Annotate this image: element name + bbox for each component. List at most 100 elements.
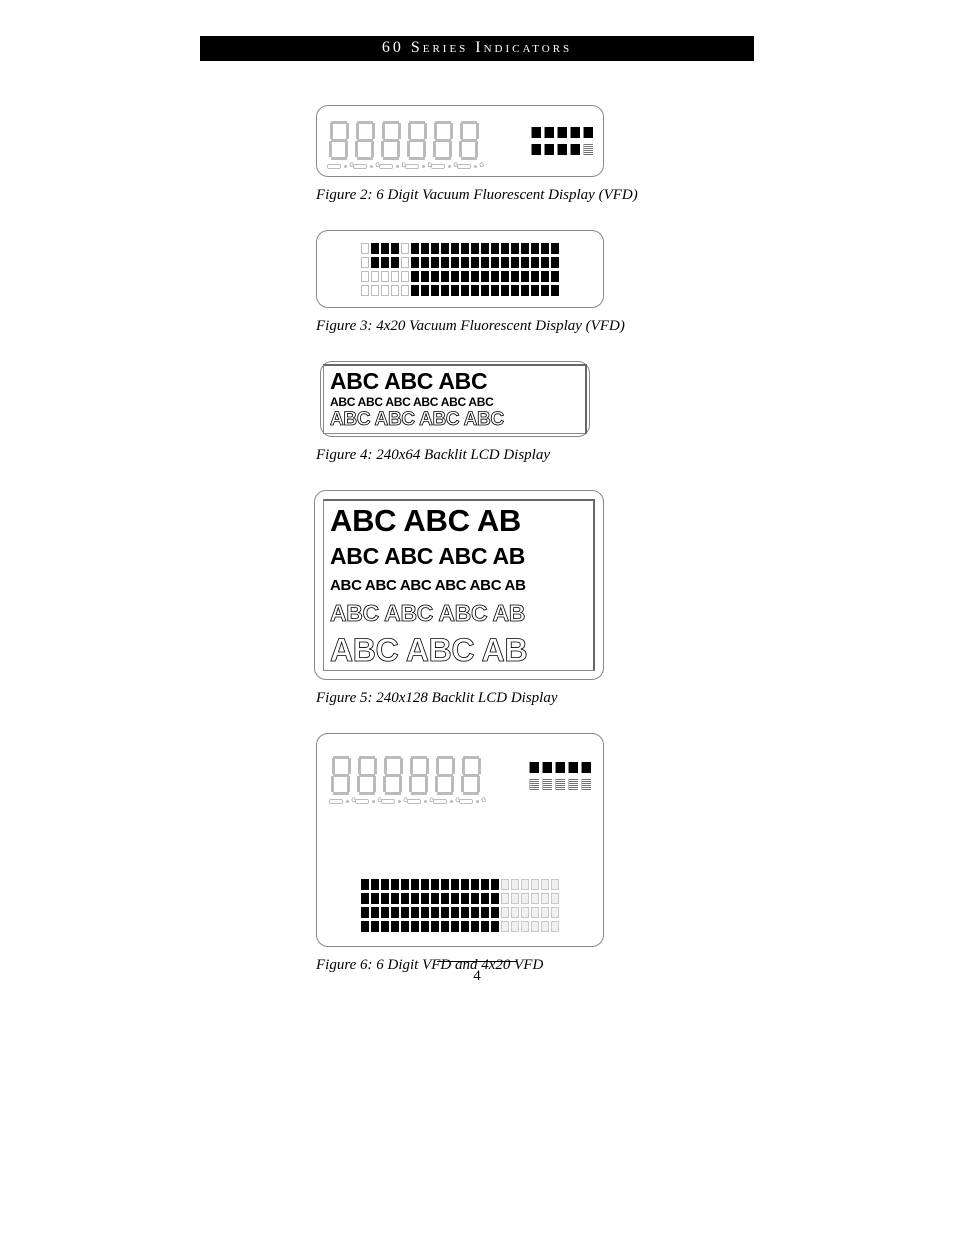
figure-5: ABC ABC ABABC ABC ABC ABABC ABC ABC ABC … — [200, 490, 754, 707]
char-cell — [461, 271, 469, 282]
char-cell — [371, 907, 379, 918]
figure-2: GGDDGG Figure 2: 6 Digit Vacuum Fluoresc… — [200, 105, 754, 204]
annunciator-icon — [582, 779, 591, 790]
char-cell — [371, 285, 379, 296]
char-row — [361, 921, 559, 932]
figure-5-frame: ABC ABC ABABC ABC ABC ABABC ABC ABC ABC … — [314, 490, 604, 680]
annunciator-icon — [543, 779, 552, 790]
char-cell — [451, 907, 459, 918]
vfd-6digit-digits: GGDDGG — [327, 121, 479, 161]
char-cell — [441, 879, 449, 890]
char-cell — [411, 271, 419, 282]
annunciator-icon — [532, 127, 541, 138]
char-cell — [401, 921, 409, 932]
char-cell — [471, 879, 479, 890]
annunciator-icon — [530, 762, 539, 773]
char-cell — [421, 285, 429, 296]
char-cell — [481, 257, 489, 268]
header-text: 60 Series Indicators — [382, 39, 572, 56]
char-cell — [501, 285, 509, 296]
annunciator-row — [532, 127, 593, 138]
char-cell — [451, 285, 459, 296]
header-bar: 60 Series Indicators — [200, 36, 754, 61]
char-cell — [511, 257, 519, 268]
char-cell — [401, 271, 409, 282]
figure-6: GGGGGG Figure 6: 6 Digit VFD and 4x20 VF… — [200, 733, 754, 974]
annunciator-icon — [556, 762, 565, 773]
char-cell — [481, 243, 489, 254]
lcd-line: ABC ABC ABC ABC ABC AB — [330, 578, 587, 593]
char-cell — [531, 257, 539, 268]
char-cell — [511, 243, 519, 254]
figure-6-frame: GGGGGG — [316, 733, 604, 947]
char-cell — [491, 243, 499, 254]
figures-column: GGDDGG Figure 2: 6 Digit Vacuum Fluoresc… — [200, 105, 754, 974]
char-cell — [491, 893, 499, 904]
char-cell — [451, 879, 459, 890]
char-cell — [381, 893, 389, 904]
char-cell — [421, 921, 429, 932]
char-cell — [461, 921, 469, 932]
char-cell — [381, 879, 389, 890]
lcd-240x128: ABC ABC ABABC ABC ABC ABABC ABC ABC ABC … — [323, 499, 595, 671]
char-cell — [541, 879, 549, 890]
lcd-line: ABC ABC AB — [330, 634, 587, 666]
char-cell — [541, 271, 549, 282]
char-cell — [411, 257, 419, 268]
char-cell — [431, 285, 439, 296]
char-cell — [391, 271, 399, 282]
char-cell — [381, 921, 389, 932]
char-cell — [461, 285, 469, 296]
figure-2-frame: GGDDGG — [316, 105, 604, 177]
page-number: 4 — [0, 968, 954, 985]
char-cell — [381, 285, 389, 296]
char-cell — [551, 907, 559, 918]
annunciator-icon — [569, 779, 578, 790]
char-cell — [431, 257, 439, 268]
seven-seg-digit: G — [459, 756, 481, 796]
char-cell — [411, 879, 419, 890]
char-cell — [451, 921, 459, 932]
char-cell — [451, 257, 459, 268]
char-cell — [391, 879, 399, 890]
char-cell — [401, 257, 409, 268]
seven-seg-digit: G — [381, 756, 403, 796]
char-cell — [391, 257, 399, 268]
char-cell — [551, 879, 559, 890]
char-cell — [361, 243, 369, 254]
char-cell — [521, 907, 529, 918]
annunciator-icon — [558, 144, 567, 155]
char-cell — [521, 879, 529, 890]
char-cell — [481, 271, 489, 282]
char-cell — [361, 879, 369, 890]
char-cell — [501, 271, 509, 282]
char-cell — [521, 243, 529, 254]
seven-seg-digit: G — [431, 121, 453, 161]
char-cell — [511, 907, 519, 918]
figure-6-vfd6: GGGGGG — [327, 742, 593, 806]
char-cell — [481, 907, 489, 918]
char-cell — [391, 285, 399, 296]
char-cell — [531, 285, 539, 296]
char-cell — [391, 893, 399, 904]
char-cell — [461, 893, 469, 904]
char-cell — [521, 271, 529, 282]
char-cell — [381, 243, 389, 254]
char-cell — [401, 285, 409, 296]
char-cell — [471, 243, 479, 254]
char-cell — [531, 907, 539, 918]
char-cell — [441, 257, 449, 268]
char-cell — [401, 243, 409, 254]
char-cell — [541, 243, 549, 254]
char-row — [361, 907, 559, 918]
char-cell — [541, 907, 549, 918]
char-cell — [451, 243, 459, 254]
figure-3: Figure 3: 4x20 Vacuum Fluorescent Displa… — [200, 230, 754, 335]
char-cell — [421, 271, 429, 282]
char-cell — [501, 893, 509, 904]
char-cell — [421, 893, 429, 904]
char-cell — [481, 285, 489, 296]
char-cell — [551, 243, 559, 254]
char-cell — [471, 893, 479, 904]
char-cell — [491, 257, 499, 268]
